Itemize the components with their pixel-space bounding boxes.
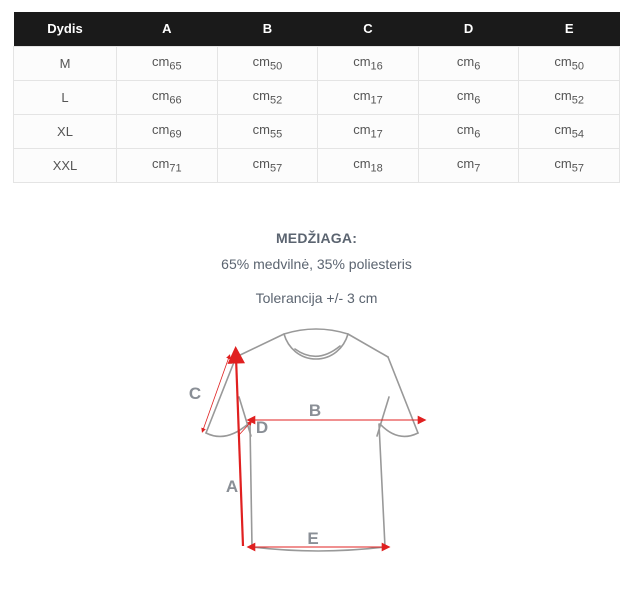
svg-text:D: D (256, 418, 268, 437)
svg-text:B: B (309, 401, 321, 420)
svg-text:C: C (189, 384, 201, 403)
svg-text:A: A (226, 477, 238, 496)
svg-text:E: E (307, 529, 318, 548)
